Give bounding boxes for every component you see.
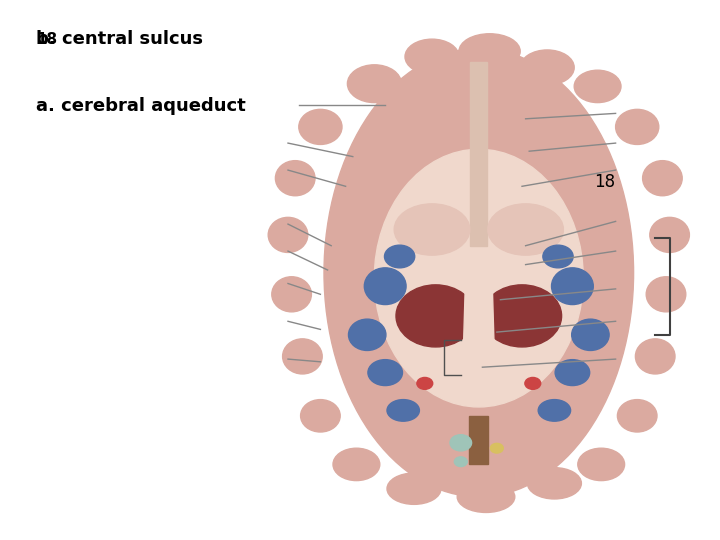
Ellipse shape	[527, 468, 582, 499]
Ellipse shape	[384, 245, 415, 268]
Ellipse shape	[395, 204, 470, 255]
Text: 18: 18	[594, 173, 615, 191]
Ellipse shape	[454, 457, 467, 467]
Ellipse shape	[636, 339, 675, 374]
Polygon shape	[469, 416, 488, 464]
Ellipse shape	[299, 109, 342, 144]
Ellipse shape	[417, 377, 433, 389]
Ellipse shape	[348, 65, 402, 103]
Ellipse shape	[333, 448, 380, 481]
Ellipse shape	[552, 268, 593, 305]
Text: 18: 18	[36, 32, 57, 48]
Ellipse shape	[450, 435, 472, 451]
Ellipse shape	[324, 49, 634, 497]
Ellipse shape	[578, 448, 625, 481]
Ellipse shape	[650, 217, 690, 252]
Ellipse shape	[268, 217, 308, 252]
Ellipse shape	[618, 400, 657, 432]
Text: a. cerebral aqueduct: a. cerebral aqueduct	[36, 97, 246, 115]
Ellipse shape	[301, 400, 341, 432]
Ellipse shape	[575, 70, 621, 103]
Ellipse shape	[459, 33, 521, 69]
Ellipse shape	[490, 443, 503, 453]
Ellipse shape	[387, 400, 419, 421]
Ellipse shape	[647, 276, 685, 312]
Ellipse shape	[405, 39, 459, 74]
Text: b. central sulcus: b. central sulcus	[36, 30, 203, 48]
Ellipse shape	[555, 360, 590, 386]
Ellipse shape	[482, 285, 562, 347]
Ellipse shape	[525, 377, 541, 389]
Ellipse shape	[572, 319, 609, 350]
Ellipse shape	[616, 109, 659, 144]
Ellipse shape	[348, 319, 386, 350]
Ellipse shape	[521, 50, 575, 85]
Ellipse shape	[374, 149, 583, 407]
Ellipse shape	[276, 161, 315, 196]
Ellipse shape	[272, 276, 312, 312]
Ellipse shape	[488, 204, 563, 255]
Ellipse shape	[457, 481, 515, 512]
Ellipse shape	[364, 268, 406, 305]
Ellipse shape	[283, 339, 323, 374]
Ellipse shape	[368, 360, 402, 386]
Ellipse shape	[643, 161, 682, 196]
Ellipse shape	[387, 473, 441, 504]
Ellipse shape	[543, 245, 573, 268]
Ellipse shape	[538, 400, 571, 421]
Polygon shape	[470, 62, 487, 246]
Polygon shape	[463, 267, 495, 365]
Ellipse shape	[396, 285, 475, 347]
